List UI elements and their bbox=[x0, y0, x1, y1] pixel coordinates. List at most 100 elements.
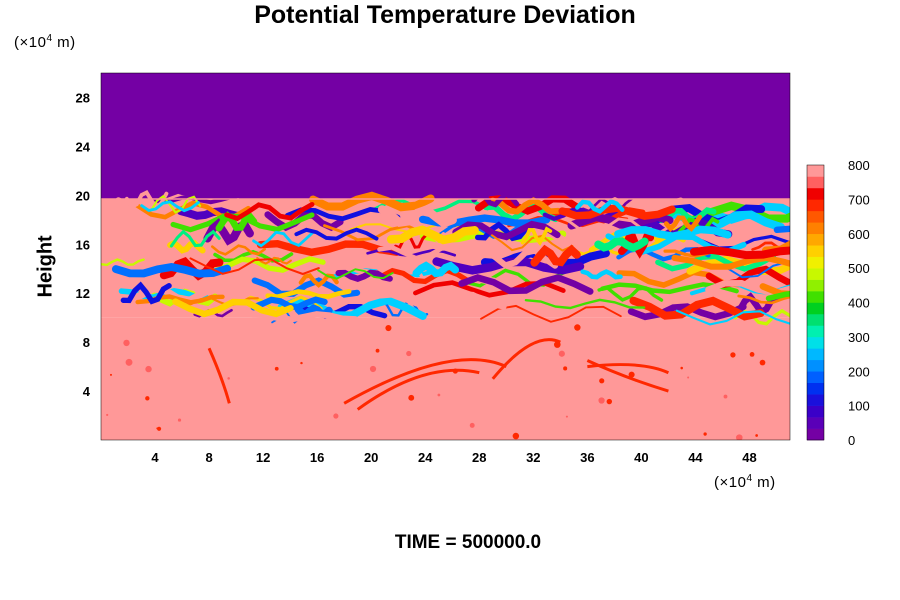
mixing-band bbox=[471, 190, 520, 208]
colorbar-swatch bbox=[807, 279, 824, 292]
mixing-band bbox=[690, 201, 790, 224]
colorbar-tick-label: 0 bbox=[848, 433, 855, 448]
colorbar-tick-label: 200 bbox=[848, 364, 870, 379]
y-tick-label: 24 bbox=[76, 139, 91, 154]
mixing-band bbox=[597, 285, 664, 302]
region-0 bbox=[101, 317, 790, 440]
colorbar-swatch bbox=[807, 233, 824, 246]
mixing-band bbox=[215, 211, 258, 232]
colorbar-tick-label: 300 bbox=[848, 330, 870, 345]
mixing-band bbox=[309, 191, 435, 212]
filament-speck bbox=[759, 359, 766, 366]
mixing-band bbox=[317, 268, 394, 280]
colorbar: 0 100 200 300 400 500 600 700 800 bbox=[806, 158, 870, 448]
filament-speck bbox=[736, 434, 743, 440]
mixing-band bbox=[189, 257, 320, 276]
colorbar-frame bbox=[806, 164, 825, 441]
mixing-band bbox=[265, 289, 352, 300]
mixing-band bbox=[377, 244, 481, 261]
colorbar-swatch bbox=[807, 325, 824, 338]
filament-speck bbox=[333, 413, 339, 419]
mixing-band bbox=[658, 207, 717, 224]
filament-speck bbox=[300, 361, 303, 365]
filament-speck bbox=[452, 368, 458, 374]
x-tick-labels: 4 8 12 16 20 24 28 32 36 40 44 48 bbox=[151, 450, 756, 465]
mixing-band bbox=[489, 197, 562, 215]
mixing-band bbox=[663, 214, 703, 232]
y-tick-label: 28 bbox=[76, 90, 90, 105]
colorbar-swatch bbox=[807, 428, 824, 441]
filament-speck bbox=[106, 413, 109, 417]
colorbar-swatch bbox=[807, 359, 824, 372]
filament-speck bbox=[157, 426, 162, 431]
colorbar-swatch bbox=[807, 165, 824, 177]
filament bbox=[207, 347, 231, 404]
colorbar-swatch bbox=[807, 313, 824, 326]
x-tick-label: 8 bbox=[205, 450, 212, 465]
filament-speck bbox=[563, 366, 568, 371]
filament-speck bbox=[680, 366, 683, 370]
mixing-band bbox=[671, 254, 790, 270]
filament bbox=[491, 338, 561, 380]
mixing-band bbox=[294, 227, 379, 241]
mixing-band bbox=[655, 253, 777, 272]
filament bbox=[586, 359, 669, 393]
filament-speck bbox=[628, 371, 635, 378]
filament-speck bbox=[723, 394, 728, 399]
filament-speck bbox=[598, 397, 605, 404]
x-tick-label: 4 bbox=[151, 450, 159, 465]
filament-speck bbox=[145, 396, 150, 401]
filament-speck bbox=[375, 348, 380, 353]
filament-speck bbox=[574, 324, 581, 331]
filament-speck bbox=[606, 398, 613, 405]
filament-speck bbox=[123, 339, 130, 347]
colorbar-swatch bbox=[807, 405, 824, 418]
filament-speck bbox=[274, 366, 279, 371]
mixing-band bbox=[256, 256, 292, 265]
x-tick-label: 12 bbox=[256, 450, 270, 465]
x-tick-label: 32 bbox=[526, 450, 540, 465]
mixing-band bbox=[120, 281, 172, 305]
filament-speck bbox=[177, 418, 182, 422]
mixing-band bbox=[394, 231, 429, 250]
chart-title: Potential Temperature Deviation bbox=[254, 1, 636, 29]
colorbar-tick-label: 700 bbox=[848, 192, 870, 207]
y-tick-labels: 4 8 12 16 20 24 28 bbox=[76, 90, 91, 399]
x-tick-label: 16 bbox=[310, 450, 324, 465]
colorbar-tick-label: 500 bbox=[848, 261, 870, 276]
filament-speck bbox=[385, 324, 392, 332]
colorbar-tick-label: 800 bbox=[848, 158, 870, 173]
colorbar-swatch bbox=[807, 336, 824, 349]
filament bbox=[343, 358, 507, 405]
mixing-band bbox=[530, 244, 581, 267]
mixing-band bbox=[580, 269, 623, 280]
mixing-band bbox=[452, 220, 561, 241]
x-tick-label: 40 bbox=[634, 450, 648, 465]
filament-speck bbox=[749, 352, 755, 357]
mixing-band bbox=[575, 198, 625, 214]
mixing-band bbox=[675, 309, 790, 326]
colorbar-swatch bbox=[807, 222, 824, 235]
mixing-band bbox=[773, 225, 790, 233]
mixing-band bbox=[211, 244, 266, 256]
filament-speck bbox=[703, 432, 707, 436]
mixing-band bbox=[558, 204, 676, 220]
mixing-band bbox=[594, 237, 649, 252]
mixing-band bbox=[224, 202, 315, 222]
mixing-band bbox=[249, 311, 359, 323]
y-tick-label: 20 bbox=[76, 188, 90, 203]
filament-speck bbox=[408, 394, 415, 401]
x-tick-label: 20 bbox=[364, 450, 378, 465]
filament bbox=[356, 368, 480, 411]
x-tick-label: 44 bbox=[688, 450, 703, 465]
filament-speck bbox=[554, 341, 561, 348]
mixing-band bbox=[256, 239, 401, 257]
y-axis-unit: (×104 m) bbox=[14, 33, 76, 51]
y-tick-label: 4 bbox=[83, 384, 91, 399]
filament-speck bbox=[469, 422, 475, 428]
mixing-band bbox=[252, 230, 316, 248]
y-tick-label: 16 bbox=[76, 237, 90, 252]
colorbar-swatch bbox=[807, 210, 824, 223]
heatmap-field bbox=[101, 73, 790, 440]
